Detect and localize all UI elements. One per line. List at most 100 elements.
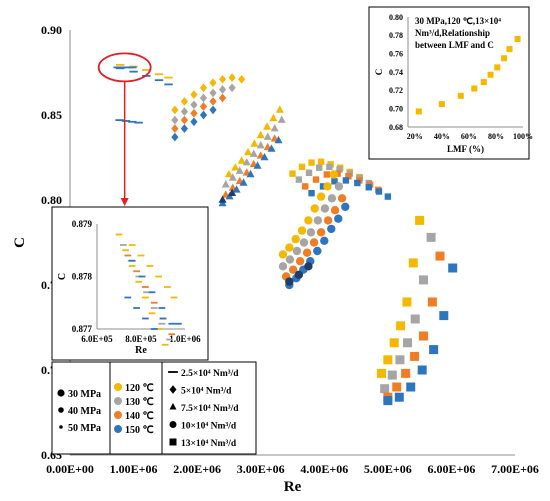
data-point xyxy=(180,124,189,133)
data-point xyxy=(418,275,428,285)
data-point xyxy=(274,135,283,144)
legend-label: 130 ℃ xyxy=(125,397,154,408)
data-point xyxy=(164,286,171,288)
data-point xyxy=(310,204,319,213)
data-point xyxy=(345,173,352,180)
data-point xyxy=(218,93,227,103)
data-point xyxy=(199,110,208,120)
data-point xyxy=(150,307,158,309)
data-point xyxy=(312,176,320,183)
data-point xyxy=(161,343,169,346)
data-point xyxy=(269,113,278,122)
series-group xyxy=(171,83,236,125)
legend: 30 MPa 40 MPa 50 MPa 120 ℃ 130 ℃ 140 ℃ 150 ℃ 2.… xyxy=(51,361,257,455)
data-point xyxy=(494,64,501,71)
series-group xyxy=(115,119,143,124)
data-point xyxy=(292,246,302,256)
y-axis-label: C xyxy=(374,69,384,76)
data-point xyxy=(471,85,478,92)
y-tick-label: 0.68 xyxy=(389,123,403,132)
data-point xyxy=(438,101,445,108)
data-point xyxy=(115,119,124,121)
legend-marker xyxy=(114,383,122,391)
data-point xyxy=(288,265,298,274)
data-point xyxy=(302,183,309,190)
series-group xyxy=(383,263,458,406)
x-tick-label: 5.00E+06 xyxy=(364,462,412,476)
data-point xyxy=(128,244,136,246)
legend-marker xyxy=(169,421,177,428)
data-point xyxy=(354,179,361,187)
data-point xyxy=(190,100,198,110)
data-point xyxy=(221,180,230,188)
legend-frame xyxy=(51,361,257,455)
legend-label: 7.5×10⁴ Nm³/d xyxy=(181,404,239,414)
data-point xyxy=(410,351,420,361)
data-point xyxy=(427,297,437,307)
series-group xyxy=(171,105,217,142)
data-point xyxy=(334,182,344,191)
y-tick-label: 0.72 xyxy=(389,86,403,95)
data-point xyxy=(180,107,189,116)
data-point xyxy=(171,124,179,133)
series-group xyxy=(115,233,169,346)
data-point xyxy=(154,73,164,76)
data-point xyxy=(401,368,411,378)
data-point xyxy=(142,317,149,320)
data-point xyxy=(285,255,295,264)
data-point xyxy=(394,392,404,402)
x-axis-label: Re xyxy=(135,345,147,356)
y-tick-label: 0.878 xyxy=(72,272,93,282)
inset-zoom-chart: 6.0E+05 8.0E+05 1.0E+06 0.877 0.878 0.879 Re C xyxy=(51,206,209,361)
series-group xyxy=(377,215,425,378)
data-point xyxy=(124,296,132,299)
data-point xyxy=(285,243,294,252)
data-point xyxy=(289,170,296,177)
data-point xyxy=(327,194,337,203)
series-group xyxy=(278,170,339,259)
data-point xyxy=(270,124,279,132)
data-point xyxy=(232,185,241,193)
legend-label: 5×10⁴ Nm³/d xyxy=(181,387,232,397)
data-point xyxy=(320,236,329,245)
data-point xyxy=(171,105,179,115)
data-point xyxy=(480,79,487,86)
data-point xyxy=(313,246,322,256)
data-point xyxy=(231,163,240,171)
series-group xyxy=(221,115,286,188)
data-point xyxy=(457,92,464,99)
data-point xyxy=(129,70,138,73)
data-point xyxy=(209,78,217,88)
series-group xyxy=(285,202,350,290)
data-point xyxy=(415,215,425,225)
data-point xyxy=(237,156,246,164)
data-point xyxy=(143,291,150,294)
data-point xyxy=(331,178,338,185)
data-point xyxy=(277,115,286,123)
series-group xyxy=(278,182,344,271)
data-point xyxy=(426,232,436,242)
series-group xyxy=(380,232,436,394)
data-point xyxy=(224,169,233,178)
data-point xyxy=(171,132,179,142)
data-point xyxy=(148,312,156,315)
data-point xyxy=(327,224,336,234)
data-point xyxy=(329,170,339,179)
data-point xyxy=(291,234,300,244)
series-group xyxy=(224,105,284,178)
data-point xyxy=(218,195,227,203)
legend-marker xyxy=(169,438,177,446)
data-point xyxy=(295,176,303,183)
x-tick-label: 2.00E+06 xyxy=(173,462,221,476)
inset-lmf-title-line: 30 MPa,120 ℃,13×10⁴ xyxy=(415,16,501,26)
data-point xyxy=(168,322,176,325)
data-point xyxy=(155,275,162,278)
data-point xyxy=(448,263,458,273)
data-point xyxy=(396,321,406,331)
data-point xyxy=(506,46,513,53)
inset-zoom-frame xyxy=(51,206,209,361)
x-tick-label: 80% xyxy=(488,132,504,141)
data-point xyxy=(317,158,325,165)
data-point xyxy=(135,280,143,283)
